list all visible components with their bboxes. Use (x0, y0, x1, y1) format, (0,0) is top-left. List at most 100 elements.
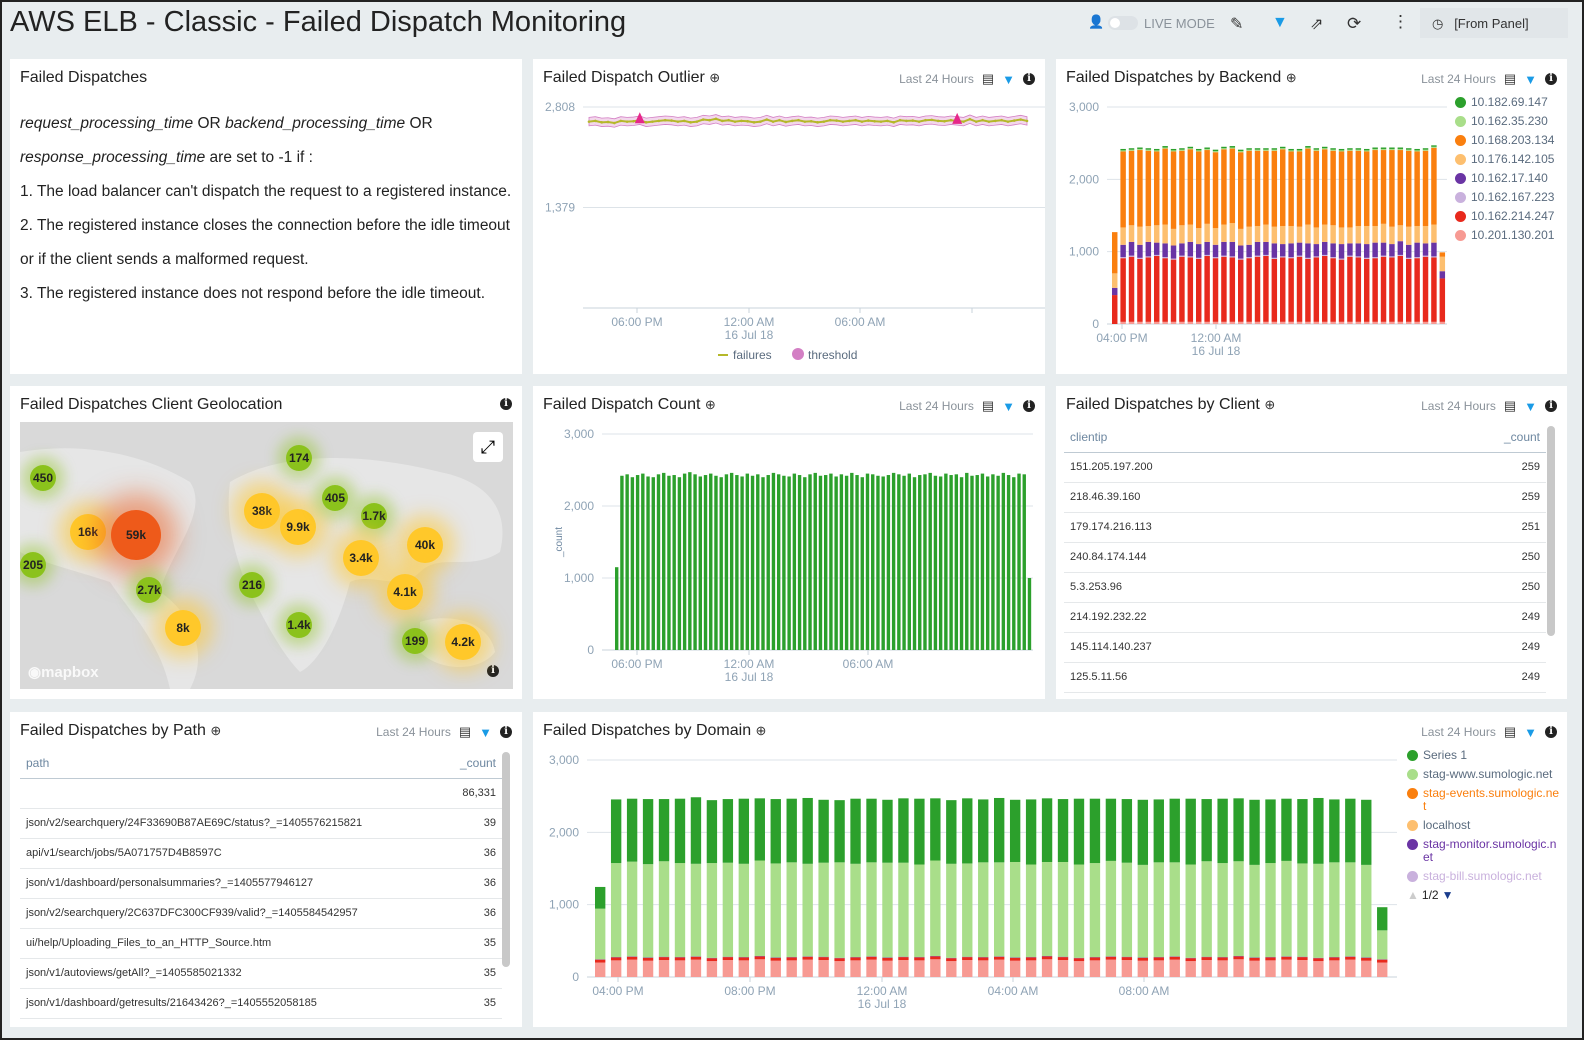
table-row[interactable]: json/v1/dashboard/personalsummaries?_=14… (20, 868, 502, 899)
legend-item[interactable]: 10.182.69.147 (1455, 96, 1554, 109)
open-in-search-icon[interactable]: ▤ (981, 71, 995, 86)
live-mode-toggle[interactable] (1108, 16, 1138, 30)
filter-icon[interactable]: ▼ (1272, 14, 1288, 31)
open-in-search-icon[interactable]: ▤ (981, 398, 995, 413)
filter-icon[interactable]: ▼ (1524, 398, 1537, 414)
table-row[interactable]: 151.205.197.200 259 (1064, 452, 1546, 483)
open-in-search-icon[interactable]: ▤ (458, 724, 472, 739)
table-row[interactable]: 179.174.216.113 251 (1064, 512, 1546, 543)
edit-pencil-icon[interactable]: ✎ (1230, 16, 1244, 33)
share-icon[interactable]: ⇗ (1310, 16, 1324, 33)
map-cluster[interactable]: 2.7k (136, 577, 162, 603)
info-icon[interactable]: i (1545, 73, 1557, 85)
table-row[interactable]: ui/help/Uploading_Files_to_an_HTTP_Sourc… (20, 928, 502, 959)
table-row[interactable]: 86,331 (20, 778, 502, 809)
time-range-selector[interactable]: ◷ [From Panel] (1420, 8, 1568, 38)
column-header[interactable]: _count (443, 748, 502, 779)
filter-icon[interactable]: ▼ (479, 724, 492, 740)
legend-prev-icon[interactable]: ▲ (1407, 888, 1419, 902)
zoom-icon[interactable]: ⊕ (755, 723, 767, 738)
filter-icon[interactable]: ▼ (1002, 398, 1015, 414)
legend-item[interactable]: 10.168.203.134 (1455, 134, 1554, 147)
legend-item[interactable]: 10.201.130.201 (1455, 229, 1554, 242)
legend-next-icon[interactable]: ▼ (1441, 888, 1454, 902)
legend-item[interactable]: Series 1 (1407, 749, 1562, 762)
map-cluster[interactable]: 38k (244, 493, 280, 529)
table-row[interactable]: 145.114.140.237 249 (1064, 632, 1546, 663)
geolocation-map[interactable]: ⤢ ◉mapbox i 450 174 16k 59k 38k 9.9k 405 1.7k 40… (20, 422, 513, 689)
bar-segment (914, 864, 925, 958)
filter-icon[interactable]: ▼ (1002, 71, 1015, 87)
legend-item[interactable]: stag-events.sumologic.net (1407, 787, 1562, 813)
legend-item[interactable]: stag-monitor.sumologic.net (1407, 838, 1562, 864)
map-cluster[interactable]: 59k (111, 510, 161, 560)
legend-item[interactable]: 10.162.17.140 (1455, 172, 1554, 185)
filter-icon[interactable]: ▼ (1524, 71, 1537, 87)
zoom-icon[interactable]: ⊕ (709, 70, 721, 85)
legend-item[interactable]: stag-www.sumologic.net (1407, 768, 1562, 781)
map-cluster[interactable]: 4.2k (445, 624, 481, 660)
info-icon[interactable]: i (1023, 73, 1035, 85)
map-cluster[interactable]: 1.4k (286, 612, 312, 638)
table-row[interactable]: json/v1/autoviews/getAll?_=1405585021332… (20, 958, 502, 989)
open-in-search-icon[interactable]: ▤ (1503, 724, 1517, 739)
map-cluster[interactable]: 1.7k (361, 503, 387, 529)
info-icon[interactable]: i (1545, 400, 1557, 412)
zoom-icon[interactable]: ⊕ (704, 397, 716, 412)
legend-item[interactable]: localhost (1407, 819, 1562, 832)
map-cluster[interactable]: 3.4k (343, 540, 379, 576)
map-cluster[interactable]: 16k (70, 514, 106, 550)
info-icon[interactable]: i (1545, 726, 1557, 738)
map-cluster[interactable]: 216 (239, 572, 265, 598)
legend-item[interactable]: 10.162.167.223 (1455, 191, 1554, 204)
legend-item[interactable]: 10.162.35.230 (1455, 115, 1554, 128)
table-row[interactable]: 5.3.253.96 250 (1064, 572, 1546, 603)
table-row[interactable]: 214.192.232.22 249 (1064, 602, 1546, 633)
info-icon[interactable]: i (500, 398, 512, 410)
more-menu-icon[interactable]: ⋮ (1392, 12, 1409, 31)
scrollbar[interactable] (502, 752, 510, 967)
table-row[interactable]: 125.5.11.56 249 (1064, 662, 1546, 693)
map-cluster[interactable]: 174 (286, 445, 312, 471)
zoom-icon[interactable]: ⊕ (210, 723, 222, 738)
open-in-search-icon[interactable]: ▤ (1503, 71, 1517, 86)
column-header[interactable]: clientip (1064, 422, 1384, 453)
map-cluster[interactable]: 199 (402, 628, 428, 654)
filter-icon[interactable]: ▼ (1524, 724, 1537, 740)
bar-segment (1296, 242, 1303, 256)
map-info-icon[interactable]: i (487, 665, 499, 677)
map-cluster[interactable]: 9.9k (280, 509, 316, 545)
bar-segment (1406, 226, 1412, 245)
column-header[interactable]: path (20, 748, 444, 779)
table-row[interactable]: 240.84.174.144 250 (1064, 542, 1546, 573)
table-row[interactable]: json/v2/searchquery/24F33690B87AE69C/sta… (20, 808, 502, 839)
table-row[interactable]: api/v1/search/jobs/5A071757D4B8597C 36 (20, 838, 502, 869)
map-cluster[interactable]: 40k (407, 527, 443, 563)
table-row[interactable]: json/v2/searchquery/2C637DFC300CF939/val… (20, 898, 502, 929)
column-header[interactable]: _count (1383, 422, 1546, 453)
map-cluster[interactable]: 450 (30, 465, 56, 491)
map-cluster[interactable]: 205 (20, 552, 46, 578)
legend-item[interactable]: 10.162.214.247 (1455, 210, 1554, 223)
zoom-icon[interactable]: ⊕ (1285, 70, 1297, 85)
table-row[interactable]: 218.46.39.160 259 (1064, 482, 1546, 513)
failures-point (930, 118, 934, 122)
table-row[interactable]: json/v1/dashboard/getresults/21643426?_=… (20, 988, 502, 1019)
bar-segment (1073, 961, 1085, 977)
refresh-icon[interactable]: ⟳ (1347, 14, 1362, 33)
info-icon[interactable]: i (500, 726, 512, 738)
bar-segment (1246, 149, 1252, 151)
field-name: request_processing_time (20, 115, 194, 132)
fullscreen-icon[interactable]: ⤢ (473, 432, 503, 462)
scrollbar[interactable] (1547, 426, 1555, 636)
open-in-search-icon[interactable]: ▤ (1503, 398, 1517, 413)
map-cluster[interactable]: 405 (322, 485, 348, 511)
legend-item[interactable]: stag-bill.sumologic.net (1407, 870, 1562, 883)
map-cluster[interactable]: 8k (165, 610, 201, 646)
bar-segment (1414, 150, 1420, 152)
zoom-icon[interactable]: ⊕ (1264, 397, 1276, 412)
map-cluster[interactable]: 4.1k (387, 574, 423, 610)
info-icon[interactable]: i (1023, 400, 1035, 412)
cell-count: 250 (1383, 542, 1546, 573)
legend-item[interactable]: 10.176.142.105 (1455, 153, 1554, 166)
